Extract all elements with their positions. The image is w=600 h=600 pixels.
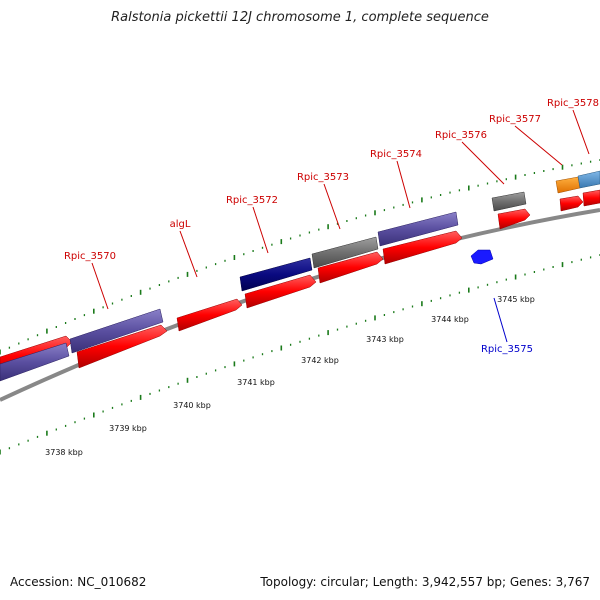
gene-label-rpic-3576[interactable]: Rpic_3576 <box>435 130 487 141</box>
feature-track <box>0 170 600 382</box>
cds-arrow[interactable] <box>382 230 463 265</box>
gene-block[interactable] <box>377 211 459 247</box>
accession-text: Accession: NC_010682 <box>10 575 147 589</box>
lower-tick-track <box>0 254 600 455</box>
cds-arrow[interactable] <box>176 298 243 332</box>
gene-block[interactable] <box>577 170 600 189</box>
kbp-label: 3741 kbp <box>237 378 275 387</box>
gene-labels: Rpic_3570 algL Rpic_3572 Rpic_3573 Rpic_… <box>64 98 599 355</box>
gene-label-rpic-3574[interactable]: Rpic_3574 <box>370 149 422 160</box>
sequence-backbone <box>0 208 600 402</box>
gene-block[interactable] <box>69 308 164 354</box>
gene-label-rpic-3573[interactable]: Rpic_3573 <box>297 172 349 183</box>
reverse-cds-arrow[interactable] <box>470 249 494 265</box>
cds-arrow[interactable] <box>582 189 600 207</box>
gene-label-lines <box>91 109 590 343</box>
cds-arrow[interactable] <box>76 324 168 369</box>
map-title: Ralstonia pickettii 12J chromosome 1, co… <box>111 10 489 25</box>
gene-block[interactable] <box>491 191 527 212</box>
gene-label-rpic-3577[interactable]: Rpic_3577 <box>489 114 541 125</box>
kbp-label: 3738 kbp <box>45 448 83 457</box>
kbp-label: 3743 kbp <box>366 335 404 344</box>
cds-arrow[interactable] <box>317 251 384 284</box>
kbp-label: 3745 kbp <box>497 295 535 304</box>
cds-arrow[interactable] <box>244 274 317 309</box>
gene-block[interactable] <box>311 236 379 269</box>
gene-block[interactable] <box>555 176 581 194</box>
cds-arrow[interactable] <box>497 208 531 230</box>
gene-label-algl[interactable]: algL <box>170 219 191 230</box>
gene-label-rpic-3572[interactable]: Rpic_3572 <box>226 195 278 206</box>
kbp-labels: 3738 kbp 3739 kbp 3740 kbp 3741 kbp 3742… <box>45 295 535 457</box>
kbp-label: 3744 kbp <box>431 315 469 324</box>
gene-block[interactable] <box>239 257 313 292</box>
kbp-label: 3742 kbp <box>301 356 339 365</box>
cds-arrow[interactable] <box>559 195 584 212</box>
gene-label-rpic-3575[interactable]: Rpic_3575 <box>481 344 533 355</box>
upper-tick-track <box>0 159 600 355</box>
topology-summary: Topology: circular; Length: 3,942,557 bp… <box>260 575 590 589</box>
kbp-label: 3740 kbp <box>173 401 211 410</box>
gene-block[interactable] <box>0 342 70 382</box>
gene-label-rpic-3578[interactable]: Rpic_3578 <box>547 98 599 109</box>
gene-label-rpic-3570[interactable]: Rpic_3570 <box>64 251 116 262</box>
kbp-label: 3739 kbp <box>109 424 147 433</box>
